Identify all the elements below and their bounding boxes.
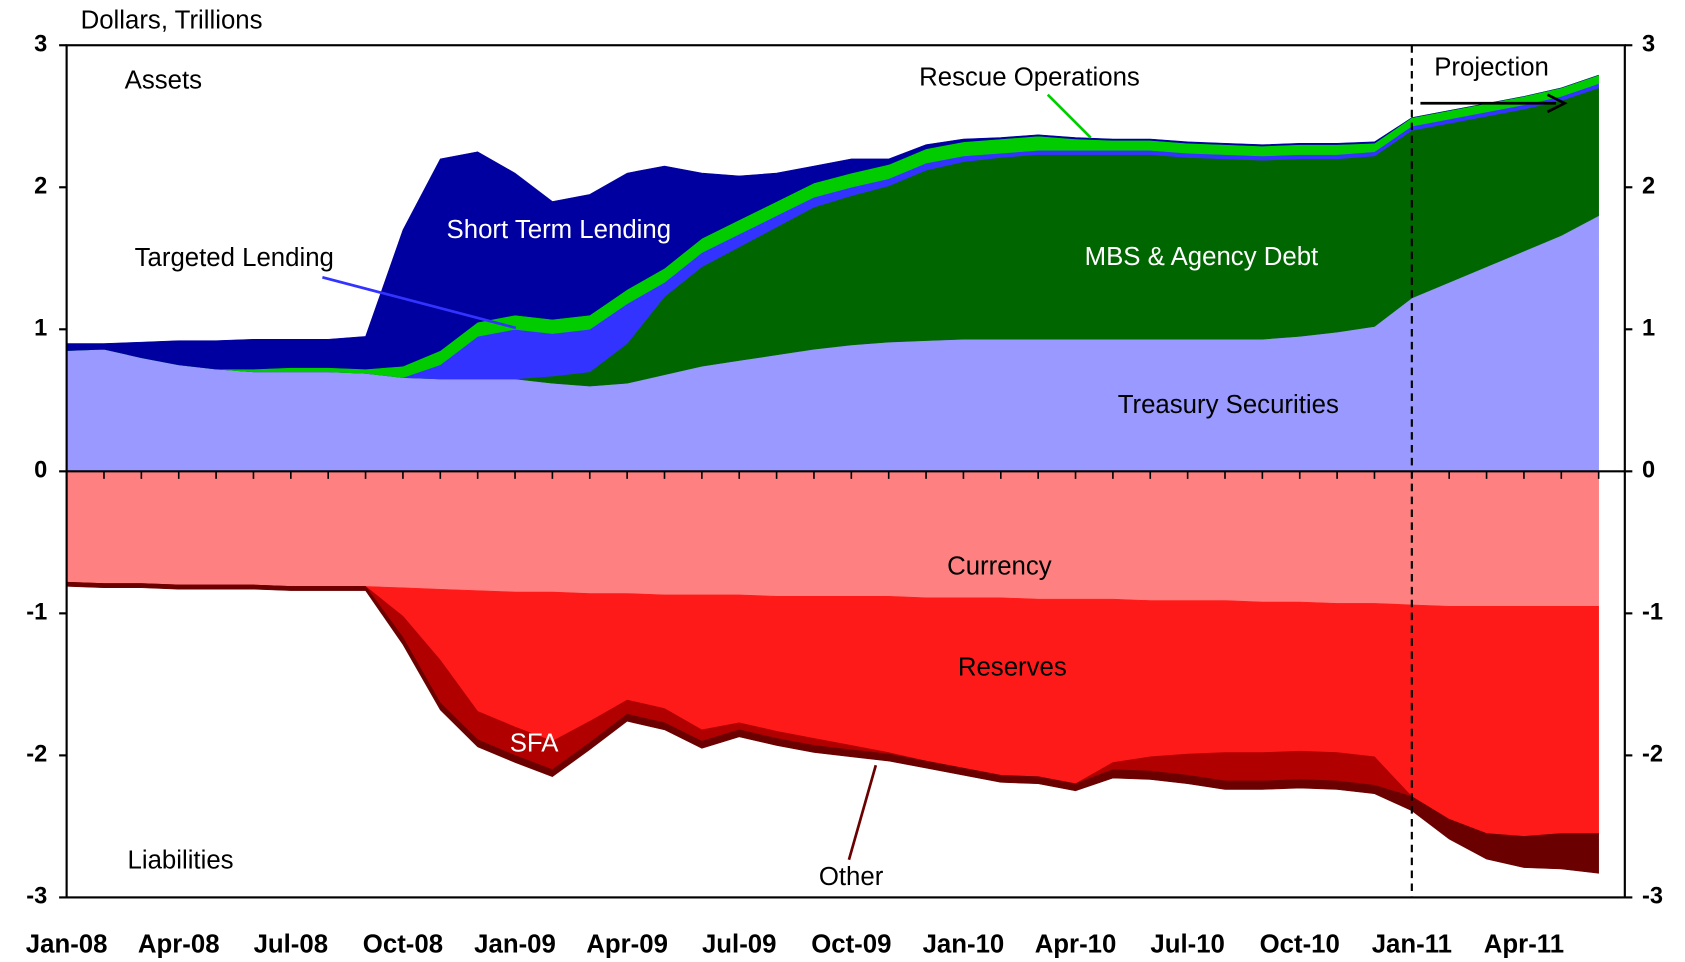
y-tick-label: 2 bbox=[34, 174, 47, 200]
series-label: Other bbox=[819, 863, 884, 891]
x-tick-label: Jan-11 bbox=[1372, 931, 1452, 959]
area bbox=[66, 471, 1599, 607]
series-label: MBS & Agency Debt bbox=[1085, 243, 1319, 271]
series-label: Rescue Operations bbox=[919, 63, 1140, 91]
y2-tick-label: 3 bbox=[1642, 31, 1655, 57]
y2-tick-label: -2 bbox=[1642, 742, 1663, 768]
x-tick-label: Apr-10 bbox=[1035, 931, 1117, 959]
y2-tick-label: 0 bbox=[1642, 458, 1655, 484]
x-tick-label: Oct-10 bbox=[1260, 931, 1340, 959]
area bbox=[66, 74, 1599, 370]
y-tick-label: -1 bbox=[26, 600, 47, 626]
series-label: SFA bbox=[510, 730, 560, 758]
x-tick-label: Jan-09 bbox=[474, 931, 556, 959]
series-label: Currency bbox=[947, 552, 1052, 580]
area bbox=[66, 581, 1599, 837]
arrow-head bbox=[1546, 93, 1568, 114]
y-tick-label: -2 bbox=[26, 742, 47, 768]
leader-line bbox=[322, 276, 517, 330]
x-tick-label: Jan-08 bbox=[26, 931, 108, 959]
y2-tick-label: -3 bbox=[1642, 884, 1663, 910]
x-tick-label: Apr-09 bbox=[586, 931, 668, 959]
y-tick-label: 3 bbox=[34, 31, 47, 57]
x-tick-label: Jul-10 bbox=[1150, 931, 1225, 959]
annotation: Liabilities bbox=[128, 847, 234, 875]
x-tick-label: Jul-09 bbox=[702, 931, 777, 959]
annotation: Assets bbox=[125, 67, 202, 95]
series-label: Treasury Securities bbox=[1118, 391, 1339, 419]
y2-tick-label: -1 bbox=[1642, 600, 1663, 626]
leader-line bbox=[847, 764, 878, 861]
x-tick-label: Apr-11 bbox=[1484, 931, 1564, 959]
y2-tick-label: 2 bbox=[1642, 174, 1655, 200]
y-axis-label: Dollars, Trillions bbox=[81, 6, 263, 34]
area bbox=[66, 581, 1599, 874]
series-label: Reserves bbox=[958, 653, 1067, 681]
x-tick-label: Jul-08 bbox=[254, 931, 329, 959]
y-tick-label: 0 bbox=[34, 458, 47, 484]
annotation: Projection bbox=[1434, 54, 1549, 82]
x-tick-label: Oct-08 bbox=[363, 931, 443, 959]
x-tick-label: Apr-08 bbox=[138, 931, 220, 959]
x-tick-label: Oct-09 bbox=[811, 931, 891, 959]
series-label: Targeted Lending bbox=[135, 244, 334, 272]
x-tick-label: Jan-10 bbox=[923, 931, 1005, 959]
y-tick-label: -3 bbox=[26, 884, 47, 910]
series-label: Short Term Lending bbox=[447, 216, 672, 244]
leader-line bbox=[1046, 93, 1092, 139]
y-tick-label: 1 bbox=[34, 316, 47, 342]
y2-tick-label: 1 bbox=[1642, 316, 1655, 342]
